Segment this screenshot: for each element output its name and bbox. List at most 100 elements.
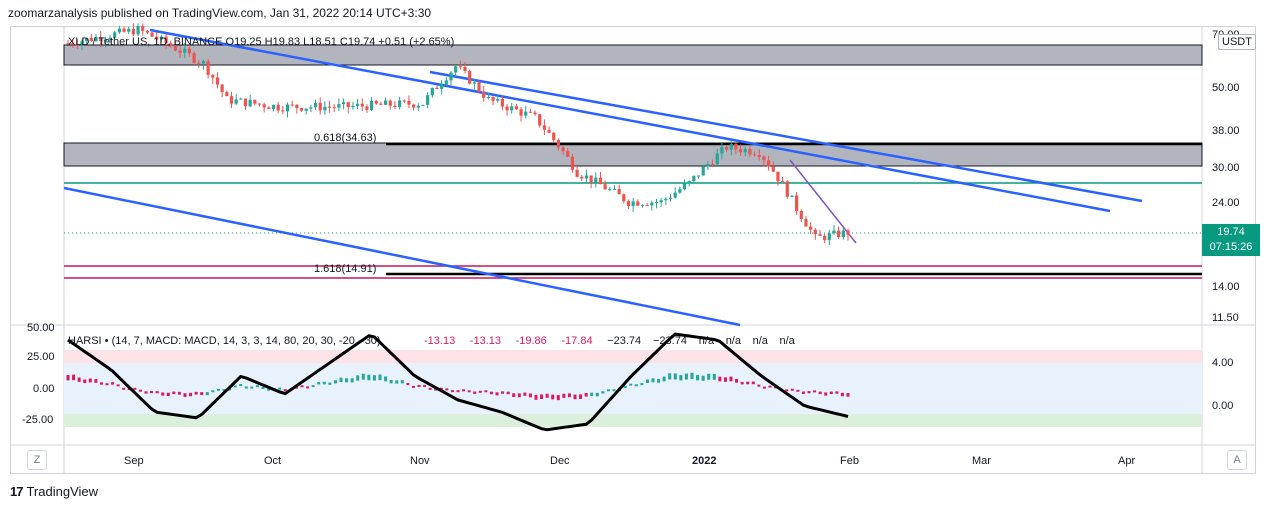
harsi-bar bbox=[356, 375, 360, 381]
candle-body bbox=[696, 175, 701, 177]
candle-body bbox=[650, 202, 654, 206]
candle-body bbox=[253, 99, 257, 104]
candle-body bbox=[267, 107, 271, 109]
harsi-bar bbox=[684, 373, 688, 380]
candle-body bbox=[636, 201, 640, 206]
candle-body bbox=[645, 205, 649, 207]
candle-body bbox=[117, 28, 121, 33]
currency-badge[interactable]: USDT bbox=[1218, 34, 1256, 50]
indicator-value: n/a bbox=[726, 335, 742, 347]
harsi-bar bbox=[645, 379, 649, 384]
harsi-bar bbox=[785, 389, 789, 392]
candle-body bbox=[659, 200, 663, 203]
harsi-bar bbox=[590, 392, 594, 397]
candle-body bbox=[837, 230, 841, 238]
candle-body bbox=[589, 175, 593, 183]
time-label-sep: Sep bbox=[124, 455, 144, 467]
candle-body bbox=[327, 106, 332, 108]
candle-body bbox=[692, 175, 696, 182]
candle-body bbox=[496, 98, 500, 101]
candle-body bbox=[631, 201, 635, 206]
harsi-bar bbox=[818, 391, 822, 395]
harsi-bar bbox=[824, 392, 828, 396]
harsi-bar bbox=[333, 380, 337, 384]
harsi-bar bbox=[138, 389, 142, 392]
harsi-bar bbox=[718, 376, 722, 382]
harsi-bar bbox=[456, 390, 460, 393]
harsi-bar bbox=[690, 372, 694, 380]
indicator-value: -19.86 bbox=[516, 335, 547, 347]
harsi-bar bbox=[278, 387, 282, 390]
candle-body bbox=[141, 26, 145, 31]
resistance-zone-middle bbox=[63, 142, 1203, 167]
harsi-bar bbox=[751, 381, 755, 385]
harsi-bar bbox=[762, 386, 766, 389]
harsi-bar bbox=[189, 392, 193, 397]
harsi-bar bbox=[790, 388, 794, 391]
candle-body bbox=[724, 146, 729, 150]
candle-body bbox=[715, 153, 719, 165]
harsi-bar bbox=[523, 392, 527, 396]
bar-countdown: 07:15:26 bbox=[1209, 241, 1253, 253]
auto-scale-z-button[interactable]: Z bbox=[27, 450, 47, 470]
price-tick-11-5: 11.50 bbox=[1212, 312, 1239, 324]
harsi-bar bbox=[757, 384, 761, 387]
harsi-bar bbox=[489, 391, 493, 395]
indicator-value: −23.74 bbox=[607, 335, 641, 347]
candle-body bbox=[183, 48, 187, 53]
candle-body bbox=[710, 164, 715, 166]
fib-0618-label: 0.618(34.63) bbox=[314, 132, 376, 144]
harsi-bar bbox=[807, 391, 811, 394]
harsi-bar bbox=[194, 391, 198, 395]
harsi-bar bbox=[378, 374, 382, 381]
candle-body bbox=[612, 188, 617, 190]
candle-body bbox=[276, 104, 280, 111]
indicator-values-group: -13.13 -13.13 -19.86 -17.84 −23.74 −23.74 n/a n… bbox=[424, 335, 796, 347]
candle-body bbox=[313, 102, 318, 108]
harsi-bar bbox=[122, 387, 126, 390]
candle-body bbox=[486, 97, 490, 99]
candle-body bbox=[346, 102, 350, 108]
harsi-bar bbox=[105, 383, 109, 386]
harsi-bar bbox=[411, 385, 415, 388]
harsi-bar bbox=[211, 390, 215, 393]
candle-body bbox=[351, 105, 355, 108]
candle-body bbox=[365, 106, 369, 110]
auto-scale-a-button[interactable]: A bbox=[1227, 450, 1247, 470]
price-tick-38: 38.00 bbox=[1212, 125, 1240, 137]
candle-body bbox=[743, 148, 747, 153]
candle-body bbox=[440, 84, 444, 89]
harsi-bar bbox=[367, 374, 371, 381]
footer-brand[interactable]: 17 TradingView bbox=[10, 484, 98, 499]
candle-body bbox=[608, 189, 612, 191]
harsi-bar bbox=[200, 392, 204, 396]
harsi-bar bbox=[428, 387, 432, 390]
harsi-bar bbox=[840, 392, 844, 397]
candle-body bbox=[332, 107, 336, 109]
harsi-bar bbox=[166, 392, 170, 397]
candle-body bbox=[491, 97, 495, 101]
candle-body bbox=[304, 108, 308, 111]
harsi-bar bbox=[434, 388, 438, 391]
candle-body bbox=[547, 129, 551, 133]
candle-body bbox=[416, 105, 420, 108]
ind-tick-m25: -25.00 bbox=[22, 414, 53, 426]
candle-body bbox=[687, 181, 691, 184]
trendline-upper-b bbox=[429, 70, 1143, 203]
harsi-bar bbox=[372, 375, 376, 381]
candle-body bbox=[626, 201, 631, 206]
price-tick-14: 14.00 bbox=[1212, 281, 1240, 293]
candle-body bbox=[75, 44, 79, 46]
indicator-value: n/a bbox=[780, 335, 796, 347]
harsi-bar bbox=[406, 383, 410, 386]
harsi-bar bbox=[311, 385, 315, 388]
candle-body bbox=[164, 36, 168, 44]
harsi-bar bbox=[579, 394, 583, 399]
harsi-bar bbox=[573, 394, 577, 400]
candle-body bbox=[500, 98, 504, 107]
time-label-feb: Feb bbox=[840, 455, 859, 467]
candle-body bbox=[566, 151, 570, 157]
candle-body bbox=[360, 103, 364, 107]
candle-body bbox=[809, 226, 813, 230]
